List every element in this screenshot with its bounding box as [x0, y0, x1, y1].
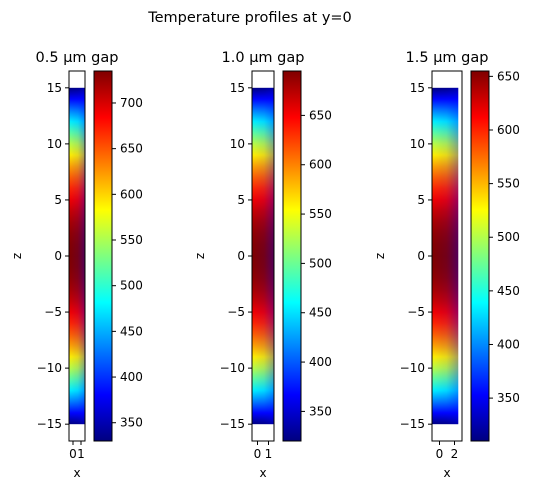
colorbar-tick-label: 600 — [497, 123, 520, 137]
x-tick-label: 1 — [77, 447, 85, 461]
panel-title: 1.5 µm gap — [406, 50, 489, 66]
z-tick-label: 10 — [410, 137, 425, 151]
z-tick-label: 10 — [47, 137, 62, 151]
z-tick-label: 5 — [237, 193, 245, 207]
colorbar-tick-label: 350 — [497, 391, 520, 405]
colorbar-tick-label: 600 — [309, 158, 332, 172]
figure-suptitle: Temperature profiles at y=0 — [147, 10, 352, 26]
colorbar-tick-label: 350 — [120, 416, 143, 430]
x-axis-label: x — [73, 466, 80, 480]
heatmap-shading — [252, 87, 274, 425]
z-tick-label: 15 — [410, 81, 425, 95]
colorbar-tick-label: 700 — [120, 96, 143, 110]
colorbar-tick-label: 400 — [120, 370, 143, 384]
z-axis-label: z — [10, 253, 24, 259]
x-tick-label: 0 — [69, 447, 77, 461]
heatmap-shading — [432, 87, 459, 425]
colorbar-tick-label: 650 — [497, 69, 520, 83]
z-tick-label: −15 — [400, 417, 425, 431]
x-axis-label: x — [259, 466, 266, 480]
colorbar-tick-label: 450 — [309, 306, 332, 320]
x-axis-label: x — [443, 466, 450, 480]
z-tick-label: −5 — [227, 305, 245, 319]
z-tick-label: 0 — [417, 249, 425, 263]
z-tick-label: 5 — [54, 193, 62, 207]
panel-title: 0.5 µm gap — [36, 50, 119, 66]
z-axis-label: z — [193, 253, 207, 259]
colorbar-tick-label: 550 — [120, 233, 143, 247]
x-tick-label: 0 — [436, 447, 444, 461]
colorbar — [93, 70, 113, 442]
z-tick-label: 5 — [417, 193, 425, 207]
z-tick-label: −5 — [44, 305, 62, 319]
colorbar — [282, 70, 302, 442]
colorbar-tick-label: 550 — [309, 207, 332, 221]
z-tick-label: 0 — [54, 249, 62, 263]
x-tick-label: 0 — [254, 447, 262, 461]
z-tick-label: −10 — [37, 361, 62, 375]
x-tick-label: 2 — [451, 447, 459, 461]
colorbar — [470, 70, 490, 442]
z-tick-label: −15 — [37, 417, 62, 431]
x-tick-label: 1 — [265, 447, 273, 461]
colorbar-tick-label: 600 — [120, 187, 143, 201]
colorbar-tick-label: 500 — [309, 256, 332, 270]
z-tick-label: 0 — [237, 249, 245, 263]
colorbar-tick-label: 550 — [497, 177, 520, 191]
colorbar-tick-label: 650 — [120, 142, 143, 156]
heatmap-shading — [69, 87, 85, 425]
z-tick-label: −5 — [407, 305, 425, 319]
colorbar-tick-label: 650 — [309, 108, 332, 122]
panel-title: 1.0 µm gap — [222, 50, 305, 66]
colorbar-tick-label: 350 — [309, 404, 332, 418]
colorbar-tick-label: 500 — [497, 230, 520, 244]
colorbar-tick-label: 400 — [309, 355, 332, 369]
z-tick-label: 15 — [47, 81, 62, 95]
z-tick-label: −10 — [400, 361, 425, 375]
colorbar-tick-label: 400 — [497, 337, 520, 351]
colorbar-tick-label: 450 — [497, 284, 520, 298]
z-tick-label: 15 — [230, 81, 245, 95]
colorbar-tick-label: 500 — [120, 279, 143, 293]
z-tick-label: −10 — [220, 361, 245, 375]
colorbar-tick-label: 450 — [120, 324, 143, 338]
z-axis-label: z — [373, 253, 387, 259]
z-tick-label: −15 — [220, 417, 245, 431]
z-tick-label: 10 — [230, 137, 245, 151]
